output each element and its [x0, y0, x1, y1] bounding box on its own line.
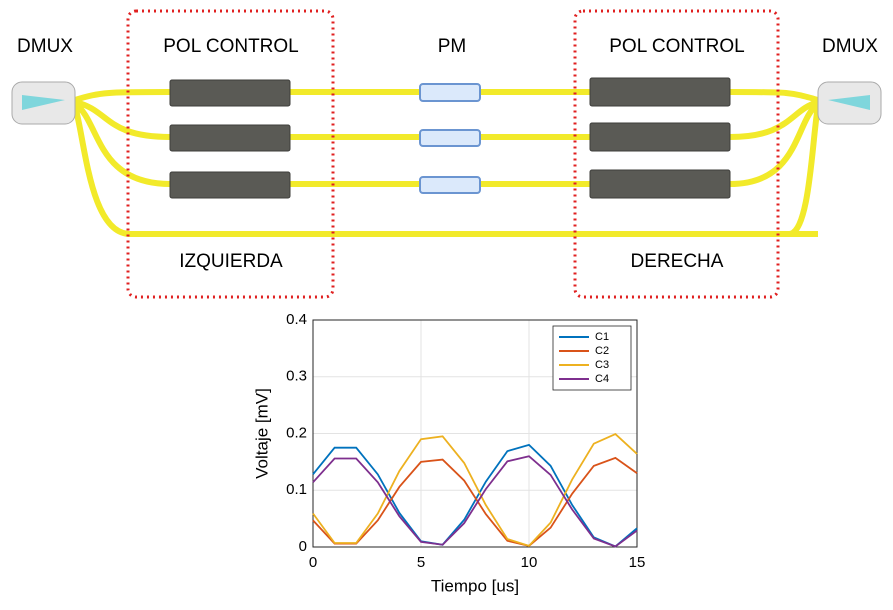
- legend-label: C1: [595, 331, 609, 343]
- y-tick-label: 0.2: [286, 424, 307, 441]
- pol-control-label: POL CONTROL: [163, 36, 299, 57]
- x-tick-label: 10: [521, 554, 538, 571]
- pol-control-label: POL CONTROL: [609, 36, 745, 57]
- y-tick-label: 0: [299, 538, 307, 555]
- legend-label: C2: [595, 345, 609, 357]
- x-tick-label: 5: [417, 554, 425, 571]
- pol-controllers: [169, 77, 731, 199]
- fibers: [72, 89, 821, 237]
- fiber: [290, 89, 590, 187]
- region-label: DERECHA: [631, 251, 724, 272]
- y-tick-label: 0.3: [286, 368, 307, 385]
- x-axis-label: Tiempo [us]: [431, 576, 519, 595]
- phase-modulators: [419, 83, 481, 194]
- data-line: [312, 433, 638, 547]
- dmux-right: [817, 81, 882, 125]
- dmux-left: [11, 81, 76, 125]
- fiber: [72, 89, 818, 237]
- diagram: DMUX POL CONTROL PM POL CONTROL DMUX IZQ…: [11, 9, 882, 299]
- data-line: [312, 443, 638, 548]
- pm-label: PM: [438, 36, 467, 57]
- legend-label: C4: [595, 373, 609, 385]
- legend-label: C3: [595, 359, 609, 371]
- y-tick-label: 0.4: [286, 311, 307, 328]
- region-boxes: [126, 9, 780, 299]
- fiber: [729, 89, 821, 237]
- region-label: IZQUIERDA: [179, 251, 283, 272]
- dmux-label: DMUX: [822, 36, 878, 57]
- data-line: [312, 456, 638, 547]
- dmux-label: DMUX: [17, 36, 73, 57]
- legend-box: [552, 325, 632, 391]
- x-tick-label: 15: [629, 554, 646, 571]
- y-axis-label: Voltaje [mV]: [252, 388, 271, 479]
- x-tick-label: 0: [309, 554, 317, 571]
- y-tick-label: 0.1: [286, 481, 307, 498]
- chart: 0 0.1 0.2 0.3 0.4 0 5 10 15 Tiempo [us] Voltaje [m…: [252, 311, 645, 596]
- axes-box: [312, 319, 638, 548]
- data-line: [312, 455, 638, 548]
